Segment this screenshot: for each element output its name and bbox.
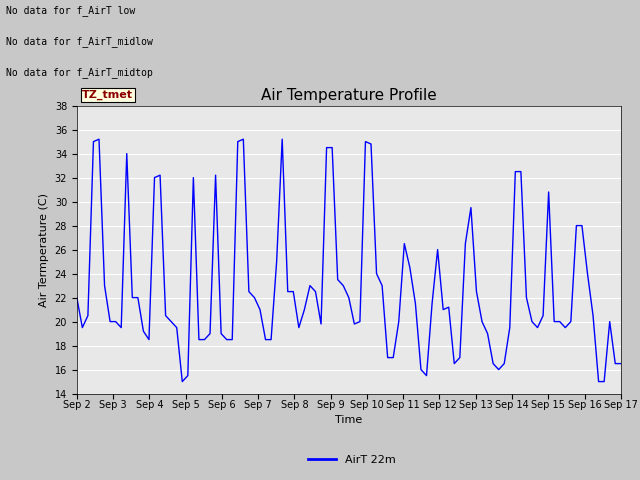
X-axis label: Time: Time bbox=[335, 415, 362, 425]
Legend: AirT 22m: AirT 22m bbox=[304, 451, 400, 469]
Text: No data for f_AirT low: No data for f_AirT low bbox=[6, 5, 136, 16]
Title: Air Temperature Profile: Air Temperature Profile bbox=[261, 88, 436, 103]
Text: No data for f_AirT_midtop: No data for f_AirT_midtop bbox=[6, 67, 153, 78]
Text: TZ_tmet: TZ_tmet bbox=[82, 90, 133, 100]
Text: No data for f_AirT_midlow: No data for f_AirT_midlow bbox=[6, 36, 153, 47]
Y-axis label: Air Termperature (C): Air Termperature (C) bbox=[39, 192, 49, 307]
